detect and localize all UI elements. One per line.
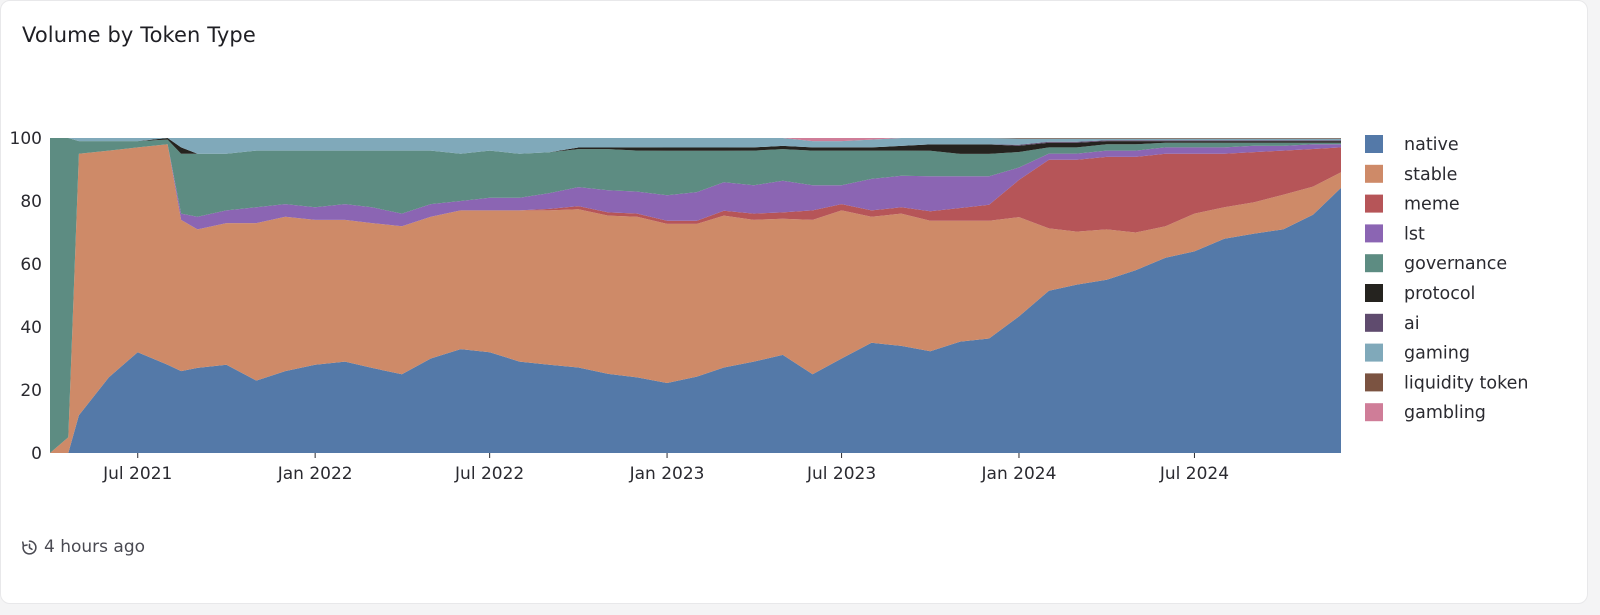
area-series-lst[interactable] (50, 144, 1341, 453)
legend-swatch (1365, 194, 1383, 213)
y-tick-label: 0 (31, 444, 42, 464)
y-tick-label: 60 (20, 255, 42, 275)
chart-card: Volume by Token Type 0 20 40 60 80 100 Jul 202… (0, 0, 1588, 604)
legend-label: ai (1404, 314, 1420, 334)
x-tick-label: Jul 2023 (806, 464, 876, 484)
legend-label: native (1404, 135, 1459, 155)
y-tick-label: 80 (20, 192, 42, 212)
x-tick-label: Jan 2023 (629, 464, 705, 484)
legend-label: gaming (1404, 344, 1470, 364)
y-tick-label: 40 (20, 318, 42, 338)
area-series-liquidity-token[interactable] (50, 138, 1341, 142)
area-series-meme[interactable] (50, 144, 1341, 453)
plot-area (50, 138, 1341, 453)
last-updated: 4 hours ago (21, 537, 145, 557)
legend-item-governance[interactable]: governance (1365, 254, 1507, 274)
legend-label: protocol (1404, 284, 1475, 304)
legend-label: stable (1404, 165, 1457, 185)
legend-label: governance (1404, 254, 1507, 274)
legend-swatch (1365, 313, 1383, 332)
legend-item-protocol[interactable]: protocol (1365, 284, 1475, 304)
x-tick-label: Jan 2024 (981, 464, 1057, 484)
legend-swatch (1365, 164, 1383, 183)
area-series-gaming[interactable] (50, 138, 1341, 154)
legend-swatch (1365, 343, 1383, 362)
legend-swatch (1365, 373, 1383, 392)
area-series-stable[interactable] (50, 144, 1341, 453)
y-tick-label: 100 (10, 129, 42, 149)
x-tick-label: Jul 2022 (454, 464, 524, 484)
y-tick-label: 20 (20, 381, 42, 401)
area-series-protocol[interactable] (50, 138, 1341, 154)
legend-item-native[interactable]: native (1365, 135, 1459, 155)
legend-item-gaming[interactable]: gaming (1365, 343, 1470, 364)
x-tick-label: Jan 2022 (277, 464, 353, 484)
legend-label: gambling (1404, 403, 1486, 423)
area-series-native[interactable] (50, 187, 1341, 453)
area-series-governance[interactable] (50, 138, 1341, 453)
legend-item-stable[interactable]: stable (1365, 164, 1457, 185)
legend-item-liquidity-token[interactable]: liquidity token (1365, 373, 1528, 393)
legend-item-ai[interactable]: ai (1365, 313, 1420, 334)
legend-swatch (1365, 403, 1383, 422)
x-tick-label: Jul 2021 (102, 464, 172, 484)
legend-label: liquidity token (1404, 373, 1528, 393)
legend-item-lst[interactable]: lst (1365, 224, 1425, 244)
history-icon (21, 539, 37, 555)
x-tick-label: Jul 2024 (1159, 464, 1229, 484)
legend-item-meme[interactable]: meme (1365, 194, 1460, 215)
chart-title: Volume by Token Type (22, 23, 256, 47)
updated-text: 4 hours ago (44, 537, 146, 557)
legend-label: lst (1404, 224, 1425, 244)
legend-swatch (1365, 135, 1383, 153)
stacked-area-chart: 0 20 40 60 80 100 Jul 2021 Jan 2022 Jul 2022 Jan … (10, 129, 1529, 484)
legend: native stable meme lst governance protocol ai g… (1365, 135, 1528, 423)
legend-swatch (1365, 254, 1383, 273)
legend-swatch (1365, 284, 1383, 302)
legend-item-gambling[interactable]: gambling (1365, 403, 1486, 423)
legend-label: meme (1404, 195, 1460, 215)
legend-swatch (1365, 224, 1383, 243)
